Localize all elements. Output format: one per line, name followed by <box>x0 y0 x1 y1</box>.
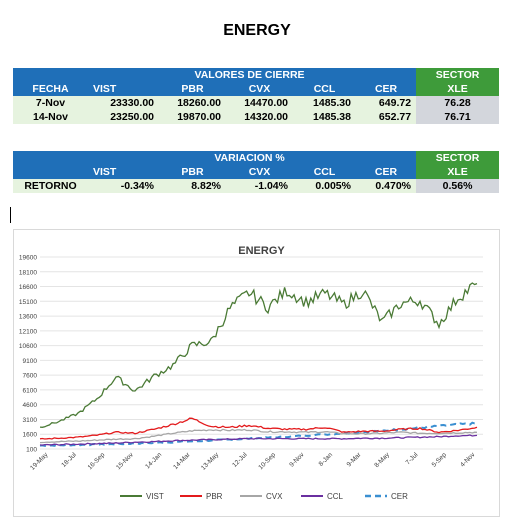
chart-title: ENERGY <box>238 245 285 257</box>
page-title: ENERGY <box>223 22 291 39</box>
table2-col-vist: VIST <box>88 165 159 179</box>
vist-cell: 23330.00 <box>88 96 159 110</box>
x-tick-label: 18-Jul <box>60 451 78 469</box>
table2-col-ccl: CCL <box>293 165 356 179</box>
cer-cell: 649.72 <box>356 96 417 110</box>
y-tick-label: 15100 <box>19 299 37 306</box>
cvx-cell: 14470.00 <box>226 96 293 110</box>
x-tick-label: 8-May <box>373 451 391 469</box>
x-tick-label: 12-Jul <box>231 451 249 469</box>
table1-col-cer: CER <box>356 82 417 96</box>
vist-cell: -0.34% <box>88 179 159 193</box>
ccl-cell: 1485.38 <box>293 110 356 124</box>
legend-label-vist: VIST <box>146 492 164 501</box>
date-cell: 14-Nov <box>13 110 88 124</box>
variation-table: VARIACION % SECTOR VIST PBR CVX CCL CER … <box>13 151 500 193</box>
x-tick-label: 9-Mar <box>346 451 364 469</box>
table1-col-pbr: PBR <box>159 82 226 96</box>
y-tick-label: 3100 <box>23 417 38 424</box>
y-tick-label: 4600 <box>23 402 38 409</box>
energy-line-chart[interactable]: ENERGY 19600 18100 16600 15100 13600 12100 1060… <box>13 229 500 517</box>
x-tick-label: 16-Sep <box>87 451 107 471</box>
chart-frame[interactable] <box>13 229 500 517</box>
x-tick-label: 10-Sep <box>257 451 277 471</box>
cvx-cell: -1.04% <box>226 179 293 193</box>
table-row: 7-Nov 23330.00 18260.00 14470.00 1485.30… <box>13 96 500 110</box>
ccl-cell: 0.005% <box>293 179 356 193</box>
pbr-cell: 19870.00 <box>159 110 226 124</box>
cer-cell: 652.77 <box>356 110 417 124</box>
table2-header-cell: VARIACION % <box>13 151 417 165</box>
closing-values-table: VALORES DE CIERRE SECTOR FECHA VIST PBR … <box>13 68 500 124</box>
vist-cell: 23250.00 <box>88 110 159 124</box>
x-tick-label: 14-Mar <box>172 451 192 471</box>
table1-col-xle: XLE <box>416 82 500 96</box>
series-line-vist <box>39 282 478 428</box>
table2-sector-header: SECTOR <box>416 151 500 165</box>
x-tick-label: 8-Jan <box>318 451 335 468</box>
x-tick-label: 7-Jul <box>405 451 420 466</box>
table1-header-cell: VALORES DE CIERRE <box>13 68 417 82</box>
table-row: 14-Nov 23250.00 19870.00 14320.00 1485.3… <box>13 110 500 124</box>
table2-col-xle: XLE <box>416 165 500 179</box>
legend-label-cvx: CVX <box>266 492 283 501</box>
ccl-cell: 1485.30 <box>293 96 356 110</box>
y-tick-label: 1600 <box>23 432 38 439</box>
retorno-label: RETORNO <box>13 179 88 193</box>
table1-col-ccl: CCL <box>293 82 356 96</box>
y-tick-label: 10600 <box>19 343 37 350</box>
y-tick-label: 6100 <box>23 387 38 394</box>
table2-col-cvx: CVX <box>226 165 293 179</box>
x-tick-label: 14-Jan <box>144 451 163 470</box>
x-tick-label: 15-Nov <box>115 451 135 471</box>
x-tick-label: 9-Nov <box>288 451 306 469</box>
table2-header-title: VARIACION % <box>214 152 285 164</box>
date-cell: 7-Nov <box>13 96 88 110</box>
legend-label-cer: CER <box>391 492 408 501</box>
table1-header-title: VALORES DE CIERRE <box>194 69 305 81</box>
y-tick-label: 12100 <box>19 328 37 335</box>
table2-col-pbr: PBR <box>159 165 226 179</box>
table2-col-blank <box>13 165 88 179</box>
series-line-cvx <box>39 428 478 444</box>
pbr-cell: 18260.00 <box>159 96 226 110</box>
table1-sector-header: SECTOR <box>416 68 500 82</box>
table1-col-vist: VIST <box>88 82 159 96</box>
y-tick-label: 18100 <box>19 269 37 276</box>
series-line-ccl <box>39 434 478 446</box>
pbr-cell: 8.82% <box>159 179 226 193</box>
table2-col-cer: CER <box>356 165 417 179</box>
y-tick-label: 9100 <box>23 358 38 365</box>
cer-cell: 0.470% <box>356 179 417 193</box>
x-tick-label: 13-May <box>200 451 221 472</box>
y-tick-label: 19600 <box>19 255 37 262</box>
cvx-cell: 14320.00 <box>226 110 293 124</box>
table1-col-cvx: CVX <box>226 82 293 96</box>
y-tick-label: 100 <box>26 447 37 454</box>
x-tick-label: 4-Nov <box>459 451 477 469</box>
series-line-pbr <box>39 417 478 440</box>
legend-label-ccl: CCL <box>327 492 344 501</box>
xle-cell: 0.56% <box>416 179 500 193</box>
legend-label-pbr: PBR <box>206 492 223 501</box>
x-tick-label: 5-Sep <box>431 451 448 468</box>
table-row: RETORNO -0.34% 8.82% -1.04% 0.005% 0.470… <box>13 179 500 193</box>
x-tick-label: 19-May <box>29 451 50 472</box>
xle-cell: 76.71 <box>416 110 500 124</box>
y-tick-label: 16600 <box>19 284 37 291</box>
xle-cell: 76.28 <box>416 96 500 110</box>
table1-col-fecha: FECHA <box>13 82 88 96</box>
y-tick-label: 13600 <box>19 314 37 321</box>
text-cursor <box>10 207 11 223</box>
y-tick-label: 7600 <box>23 373 38 380</box>
